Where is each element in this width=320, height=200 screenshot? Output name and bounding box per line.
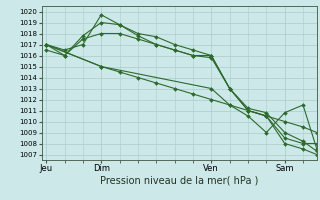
X-axis label: Pression niveau de la mer( hPa ): Pression niveau de la mer( hPa ) [100, 176, 258, 186]
